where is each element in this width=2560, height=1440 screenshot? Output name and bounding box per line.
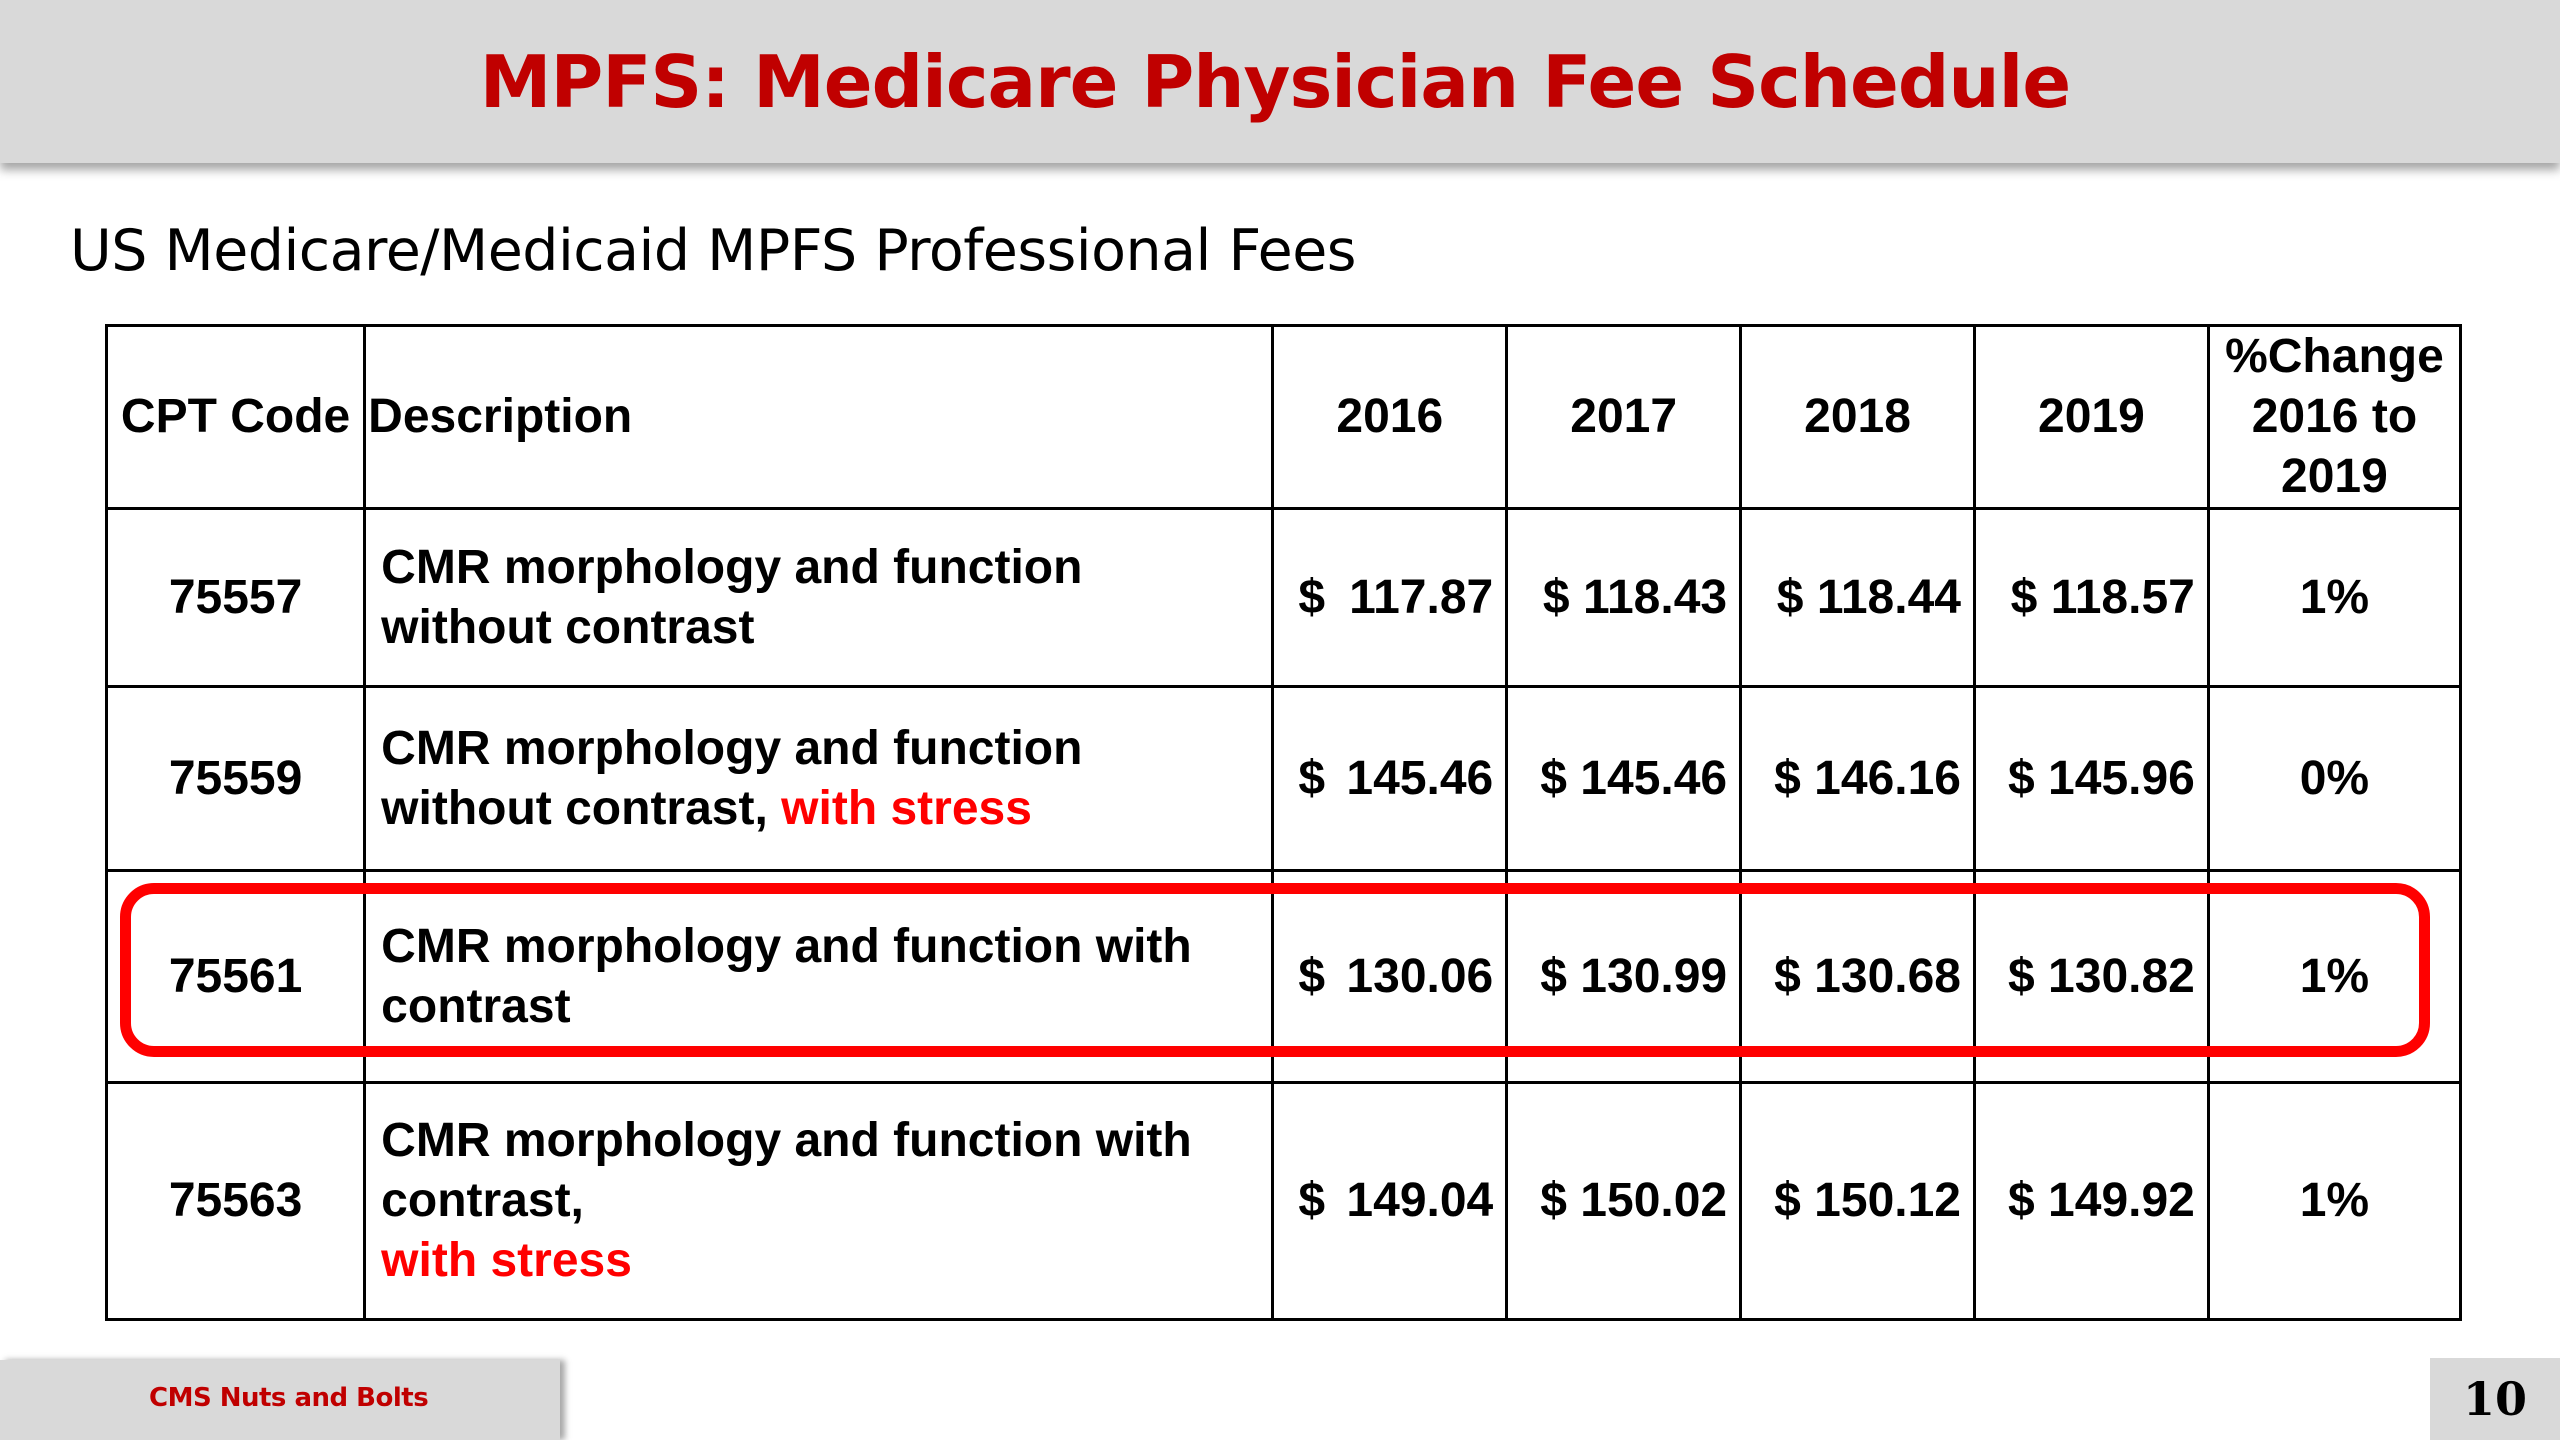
fee-value: 145.46 bbox=[1580, 751, 1728, 805]
fee-2018-cell: $ 118.44 bbox=[1739, 507, 1976, 688]
currency-symbol: $ bbox=[2008, 949, 2035, 1003]
currency-symbol: $ bbox=[1540, 949, 1567, 1003]
cpt-code-cell: 75563 bbox=[104, 1081, 367, 1321]
currency-symbol: $ bbox=[2010, 570, 2038, 624]
description-cell: CMR morphology and function without cont… bbox=[363, 507, 1275, 688]
percent-change-line2: 2016 to bbox=[2251, 390, 2418, 443]
currency-symbol: $ bbox=[1298, 1174, 1326, 1227]
column-header-2019: 2019 bbox=[1972, 324, 2210, 510]
currency-symbol: $ bbox=[1540, 1174, 1567, 1227]
currency-symbol: $ bbox=[1774, 949, 1801, 1003]
fee-2018-cell: $ 146.16 bbox=[1739, 685, 1976, 872]
percent-change-cell: 0% bbox=[2206, 685, 2463, 872]
description-line: without contrast bbox=[381, 600, 755, 654]
fee-2018-cell: $ 130.68 bbox=[1739, 869, 1976, 1084]
fee-2019-cell: $ 149.92 bbox=[1972, 1081, 2210, 1321]
fee-value: 130.06 bbox=[1346, 949, 1494, 1003]
description-cell: CMR morphology and function with contras… bbox=[363, 1081, 1275, 1321]
fee-value: 130.68 bbox=[1814, 949, 1961, 1003]
currency-symbol: $ bbox=[1298, 949, 1326, 1003]
currency-symbol: $ bbox=[1776, 570, 1804, 624]
currency-symbol: $ bbox=[1774, 751, 1801, 805]
fee-2019-cell: $ 130.82 bbox=[1972, 869, 2210, 1084]
currency-symbol: $ bbox=[1298, 751, 1326, 805]
fee-2016-cell: $145.46 bbox=[1271, 685, 1509, 872]
title-bar: MPFS: Medicare Physician Fee Schedule bbox=[0, 0, 2560, 163]
fee-value: 145.96 bbox=[2048, 751, 2195, 805]
fee-value: 150.02 bbox=[1580, 1174, 1728, 1227]
percent-change-line3: 2019 bbox=[2281, 450, 2388, 503]
fee-value: 118.44 bbox=[1816, 570, 1961, 624]
cpt-code-cell: 75561 bbox=[104, 869, 367, 1084]
fee-2016-cell: $149.04 bbox=[1271, 1081, 1509, 1321]
slide-title: MPFS: Medicare Physician Fee Schedule bbox=[479, 39, 2071, 124]
fee-2017-cell: $ 145.46 bbox=[1505, 685, 1743, 872]
footer-label: CMS Nuts and Bolts bbox=[149, 1383, 429, 1413]
percent-change-cell: 1% bbox=[2206, 869, 2463, 1084]
currency-symbol: $ bbox=[1540, 751, 1567, 805]
description-line: CMR morphology and function with bbox=[381, 1114, 1192, 1167]
currency-symbol: $ bbox=[1298, 570, 1326, 624]
fee-value: 130.99 bbox=[1580, 949, 1728, 1003]
fee-value: 146.16 bbox=[1814, 751, 1961, 805]
fee-2019-cell: $ 118.57 bbox=[1972, 507, 2210, 688]
description-line: contrast, bbox=[381, 1174, 584, 1227]
fee-value: 145.46 bbox=[1346, 751, 1494, 805]
description-line: CMR morphology and function with bbox=[381, 919, 1192, 973]
column-header-2016: 2016 bbox=[1271, 324, 1509, 510]
percent-change-cell: 1% bbox=[2206, 1081, 2463, 1321]
fee-value: 130.82 bbox=[2048, 949, 2195, 1003]
fee-value: 117.87 bbox=[1349, 570, 1494, 624]
fee-value: 149.04 bbox=[1346, 1174, 1494, 1227]
slide-subtitle: US Medicare/Medicaid MPFS Professional F… bbox=[70, 218, 1357, 284]
column-header-2018: 2018 bbox=[1739, 324, 1976, 510]
currency-symbol: $ bbox=[2008, 751, 2035, 805]
table-row-highlighted: 75561 CMR morphology and function with c… bbox=[104, 869, 2463, 1084]
cpt-code-cell: 75557 bbox=[104, 507, 367, 688]
fee-schedule-table: CPT Code Description 2016 2017 2018 2019… bbox=[104, 324, 2463, 1321]
fee-value: 150.12 bbox=[1814, 1174, 1961, 1227]
table-header-row: CPT Code Description 2016 2017 2018 2019… bbox=[104, 324, 2463, 510]
description-cell: CMR morphology and function without cont… bbox=[363, 685, 1275, 872]
fee-2016-cell: $117.87 bbox=[1271, 507, 1509, 688]
description-line: CMR morphology and function bbox=[381, 721, 1083, 775]
fee-value: 118.43 bbox=[1582, 570, 1728, 624]
column-header-percent-change: %Change 2016 to 2019 bbox=[2206, 324, 2463, 510]
column-header-2017: 2017 bbox=[1505, 324, 1743, 510]
footer-tab: CMS Nuts and Bolts bbox=[0, 1360, 560, 1440]
fee-value: 118.57 bbox=[2050, 570, 2195, 624]
fee-2017-cell: $ 130.99 bbox=[1505, 869, 1743, 1084]
percent-change-cell: 1% bbox=[2206, 507, 2463, 688]
cpt-code-cell: 75559 bbox=[104, 685, 367, 872]
fee-2019-cell: $ 145.96 bbox=[1972, 685, 2210, 872]
fee-2018-cell: $ 150.12 bbox=[1739, 1081, 1976, 1321]
currency-symbol: $ bbox=[1774, 1174, 1801, 1227]
table-row: 75563 CMR morphology and function with c… bbox=[104, 1081, 2463, 1321]
table-row: 75559 CMR morphology and function withou… bbox=[104, 685, 2463, 872]
column-header-description: Description bbox=[363, 324, 1275, 510]
fee-2017-cell: $ 150.02 bbox=[1505, 1081, 1743, 1321]
description-cell: CMR morphology and function with contras… bbox=[363, 869, 1275, 1084]
fee-2017-cell: $ 118.43 bbox=[1505, 507, 1743, 688]
fee-value: 149.92 bbox=[2048, 1174, 2195, 1227]
fee-2016-cell: $130.06 bbox=[1271, 869, 1509, 1084]
percent-change-line1: %Change bbox=[2225, 330, 2444, 383]
column-header-cpt-code: CPT Code bbox=[104, 324, 367, 510]
with-stress-label: with stress bbox=[781, 781, 1032, 835]
description-line: CMR morphology and function bbox=[381, 540, 1083, 594]
with-stress-label: with stress bbox=[381, 1234, 632, 1287]
page-number: 10 bbox=[2430, 1358, 2560, 1440]
description-line: without contrast, bbox=[381, 781, 768, 835]
table-row: 75557 CMR morphology and function withou… bbox=[104, 507, 2463, 688]
currency-symbol: $ bbox=[2008, 1174, 2035, 1227]
currency-symbol: $ bbox=[1542, 570, 1570, 624]
description-line: contrast bbox=[381, 979, 571, 1033]
